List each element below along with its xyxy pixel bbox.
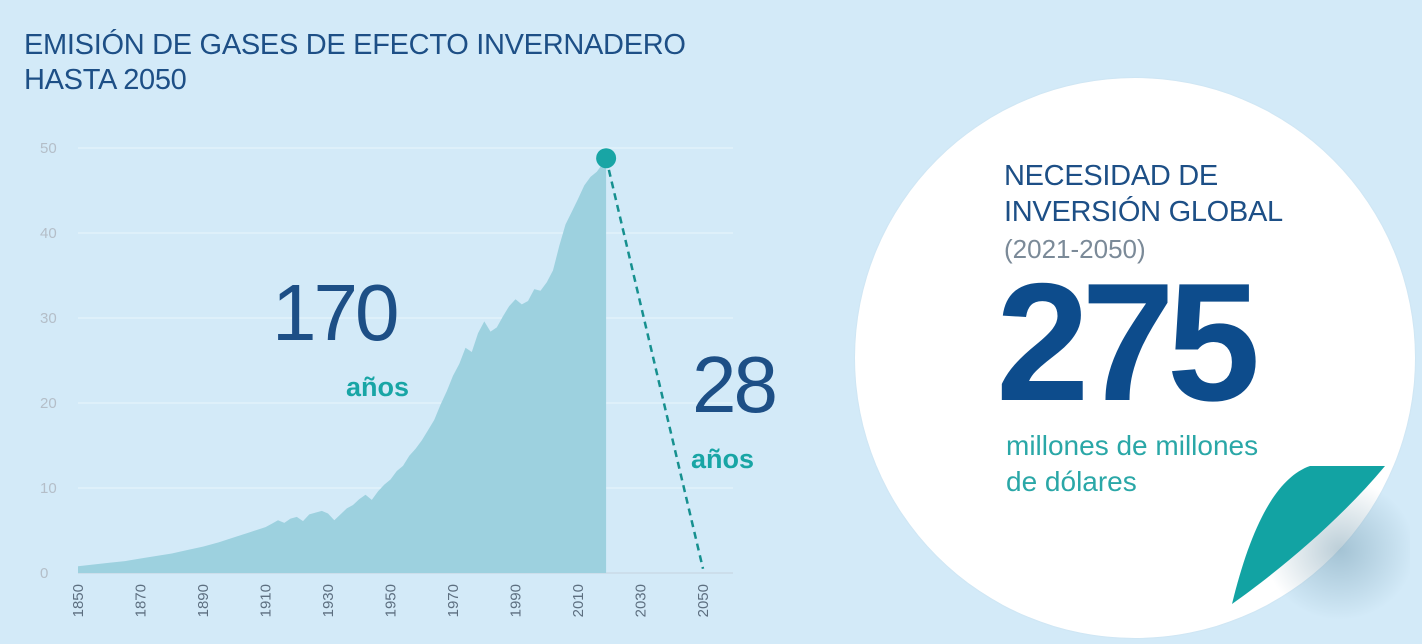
curl-flap xyxy=(1232,466,1385,604)
investment-unit: millones de millones de dólares xyxy=(1006,428,1258,500)
x-tick-label: 2010 xyxy=(570,584,587,617)
x-tick-label: 2050 xyxy=(695,584,712,617)
x-tick-label: 1850 xyxy=(70,584,87,617)
investment-label-line-1: NECESIDAD DE xyxy=(1004,160,1218,192)
y-tick-label: 40 xyxy=(40,225,57,242)
x-tick-label: 1930 xyxy=(320,584,337,617)
y-tick-label: 50 xyxy=(40,140,57,157)
investment-label-line-2: INVERSIÓN GLOBAL xyxy=(1004,196,1283,228)
x-tick-label: 1970 xyxy=(445,584,462,617)
peak-marker xyxy=(596,148,617,169)
page-curl-decoration xyxy=(1232,466,1410,620)
emissions-area xyxy=(78,158,607,573)
span-future-value: 28 xyxy=(692,340,775,429)
investment-amount: 275 xyxy=(996,248,1260,436)
x-tick-label: 1990 xyxy=(508,584,525,617)
chart-title-line-1: EMISIÓN DE GASES DE EFECTO INVERNADERO xyxy=(24,29,686,61)
y-tick-label: 20 xyxy=(40,395,57,412)
x-tick-label: 1870 xyxy=(133,584,150,617)
projection-line xyxy=(604,157,705,570)
y-tick-label: 30 xyxy=(40,310,57,327)
chart-title-line-2: HASTA 2050 xyxy=(24,64,187,96)
chart-series xyxy=(78,148,705,573)
x-tick-label: 2030 xyxy=(633,584,650,617)
investment-period: (2021-2050) xyxy=(1004,234,1146,264)
y-tick-label: 0 xyxy=(40,565,48,582)
span-future-unit: años xyxy=(691,444,754,474)
chart-title: EMISIÓN DE GASES DE EFECTO INVERNADERO H… xyxy=(24,28,686,98)
span-past-unit: años xyxy=(346,372,409,402)
x-tick-label: 1950 xyxy=(383,584,400,617)
y-axis: 0 10 20 30 40 50 xyxy=(40,140,57,582)
span-past-value: 170 xyxy=(272,268,397,357)
x-tick-label: 1890 xyxy=(195,584,212,617)
x-tick-label: 1910 xyxy=(258,584,275,617)
x-axis: 1850 1870 1890 1910 1930 1950 1970 1990 2010 2030… xyxy=(70,584,712,617)
investment-unit-line-2: de dólares xyxy=(1006,466,1137,497)
y-tick-label: 10 xyxy=(40,480,57,497)
investment-unit-line-1: millones de millones xyxy=(1006,430,1259,461)
investment-label: NECESIDAD DE INVERSIÓN GLOBAL xyxy=(1004,158,1283,230)
